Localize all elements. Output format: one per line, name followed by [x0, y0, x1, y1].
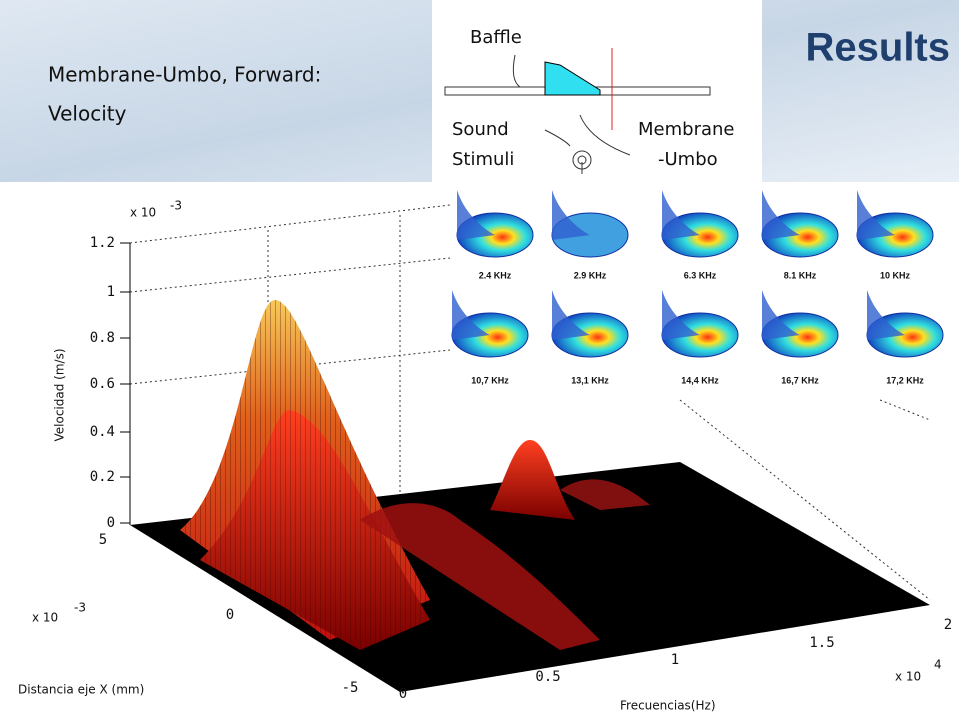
- page: {"header": {"title_line1": "Membrane-Umb…: [0, 0, 959, 719]
- x-tick-label: -5: [342, 680, 359, 696]
- mode-label: 13,1 KHz: [571, 375, 609, 385]
- mode-label: 14,4 KHz: [681, 375, 719, 385]
- x-exponent: -3: [74, 601, 86, 615]
- z-tick-label: 1.2: [90, 235, 115, 251]
- title: Velocity: [48, 102, 127, 126]
- diagram-label: Membrane: [638, 119, 734, 140]
- z-tick-label: 1: [107, 284, 115, 300]
- mode-label: 10,7 KHz: [471, 375, 509, 385]
- f-tick-label: 0.5: [535, 669, 560, 685]
- z-tick-label: 0: [107, 515, 115, 531]
- x-multiplier: x 10: [32, 611, 58, 625]
- diagram-label: Sound: [452, 119, 509, 140]
- x-tick-label: 5: [99, 532, 107, 548]
- z-tick-label: 0.2: [90, 469, 115, 485]
- x-label: Distancia eje X (mm): [18, 683, 144, 697]
- f-multiplier: x 10: [895, 670, 921, 684]
- mode-label: 2.4 KHz: [479, 270, 512, 280]
- f-tick-label: 2: [944, 617, 952, 633]
- f-tick-label: 1: [671, 652, 679, 668]
- z-tick-label: 0.4: [90, 424, 115, 440]
- z-multiplier: x 10: [130, 206, 156, 220]
- mode-label: 8.1 KHz: [784, 270, 817, 280]
- section-title: Results: [806, 26, 951, 70]
- diagram-label: Stimuli: [452, 149, 514, 170]
- slide: Membrane-Umbo, Forward: Velocity Results…: [0, 0, 959, 719]
- mode-label: 6.3 KHz: [684, 270, 717, 280]
- mode-label: 17,2 KHz: [886, 375, 924, 385]
- mode-label: 2.9 KHz: [574, 270, 607, 280]
- z-label: Velocidad (m/s): [53, 348, 67, 441]
- z-exponent: -3: [170, 199, 182, 213]
- diagram-label: Baffle: [470, 27, 522, 48]
- f-tick-label: 0: [399, 686, 407, 702]
- f-exponent: 4: [934, 658, 942, 672]
- z-tick-label: 0.6: [90, 376, 115, 392]
- f-label: Frecuencias(Hz): [620, 699, 716, 713]
- mode-shapes: 2.4 KHz 2.9 KHz 6.3 KHz 8.1 KHz 10 KHz 10,7 K…: [452, 190, 943, 385]
- f-tick-label: 1.5: [809, 635, 834, 651]
- diagram-label: -Umbo: [658, 149, 718, 170]
- x-tick-label: 0: [226, 607, 234, 623]
- mode-label: 16,7 KHz: [781, 375, 819, 385]
- mode-label: 10 KHz: [880, 270, 911, 280]
- title: Membrane-Umbo, Forward:: [48, 63, 321, 87]
- z-tick-label: 0.8: [90, 330, 115, 346]
